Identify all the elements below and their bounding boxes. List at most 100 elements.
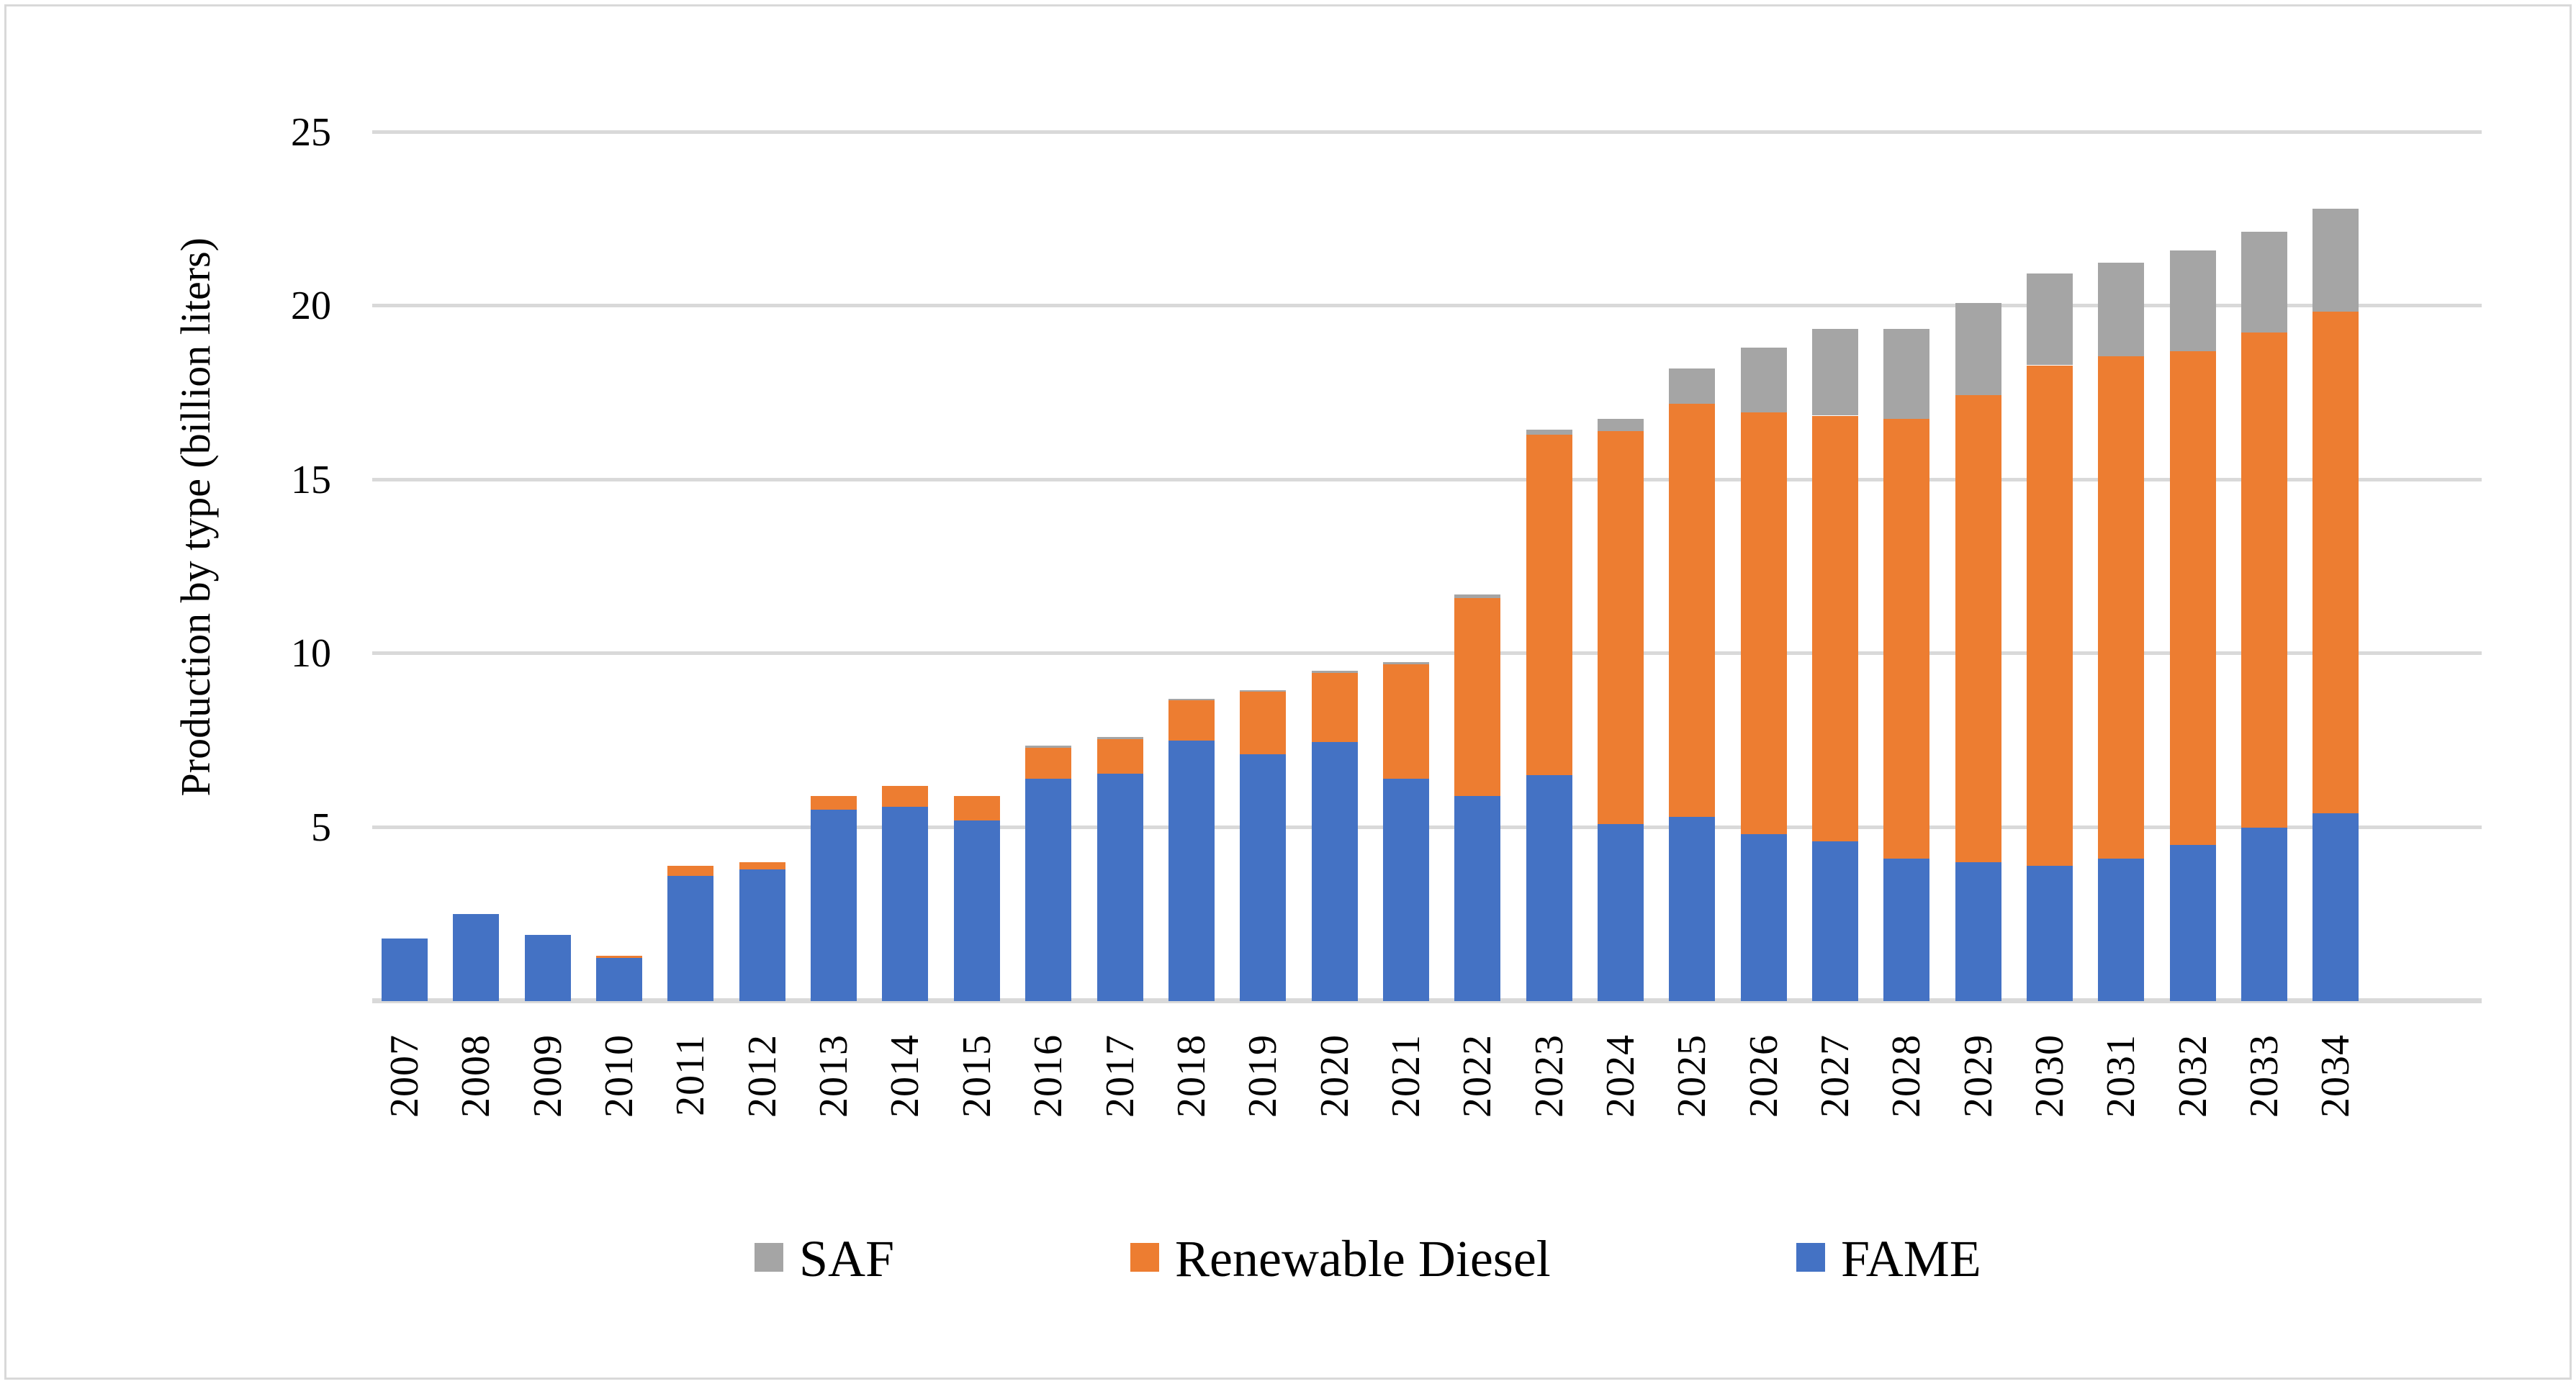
bar-2033-renewable-diesel bbox=[2241, 332, 2288, 828]
x-tick-2010: 2010 bbox=[597, 1034, 642, 1118]
legend-label-fame: FAME bbox=[1841, 1230, 1981, 1288]
x-tick-2028: 2028 bbox=[1884, 1034, 1929, 1118]
bar-2029-fame bbox=[1955, 861, 2001, 1001]
bar-2007-fame bbox=[382, 939, 428, 1001]
bar-2022-saf bbox=[1454, 594, 1501, 598]
bar-2010-fame bbox=[596, 957, 643, 1001]
x-tick-2025: 2025 bbox=[1670, 1034, 1715, 1118]
bar-2013-renewable-diesel bbox=[811, 796, 857, 810]
x-tick-2026: 2026 bbox=[1741, 1034, 1786, 1118]
bar-2024-renewable-diesel bbox=[1597, 431, 1644, 824]
bar-2021-renewable-diesel bbox=[1382, 664, 1429, 779]
gridline-20 bbox=[372, 304, 2482, 308]
plot-area bbox=[372, 130, 2482, 1003]
bar-2026-saf bbox=[1740, 348, 1787, 412]
x-tick-2031: 2031 bbox=[2099, 1034, 2144, 1118]
bar-2027-renewable-diesel bbox=[1812, 415, 1858, 841]
x-tick-2013: 2013 bbox=[811, 1034, 857, 1118]
bar-2031-renewable-diesel bbox=[2098, 356, 2145, 859]
bar-2031-fame bbox=[2098, 859, 2145, 1001]
legend-label-renewable-diesel: Renewable Diesel bbox=[1175, 1230, 1551, 1288]
x-tick-2014: 2014 bbox=[883, 1034, 928, 1118]
x-tick-2023: 2023 bbox=[1526, 1034, 1572, 1118]
x-tick-2019: 2019 bbox=[1240, 1034, 1286, 1118]
bar-2016-fame bbox=[1025, 779, 1072, 1001]
bar-2033-saf bbox=[2241, 231, 2288, 333]
bar-2009-fame bbox=[524, 935, 571, 1001]
bar-2020-fame bbox=[1311, 742, 1358, 1001]
legend-label-saf: SAF bbox=[799, 1230, 895, 1288]
bar-2026-fame bbox=[1740, 834, 1787, 1001]
bar-2020-renewable-diesel bbox=[1311, 672, 1358, 743]
bar-2016-renewable-diesel bbox=[1025, 747, 1072, 779]
bar-2025-renewable-diesel bbox=[1669, 403, 1716, 818]
bar-2021-saf bbox=[1382, 662, 1429, 664]
bar-2034-saf bbox=[2312, 209, 2359, 312]
bar-2023-renewable-diesel bbox=[1526, 435, 1572, 776]
x-tick-2034: 2034 bbox=[2313, 1034, 2359, 1118]
bar-2030-fame bbox=[2027, 865, 2073, 1001]
bar-2018-fame bbox=[1168, 740, 1215, 1001]
x-tick-2024: 2024 bbox=[1598, 1034, 1643, 1118]
bar-2012-renewable-diesel bbox=[739, 861, 785, 869]
bar-2024-saf bbox=[1597, 419, 1644, 432]
bar-2016-saf bbox=[1025, 746, 1072, 748]
bar-2015-fame bbox=[953, 820, 1000, 1001]
bar-2010-renewable-diesel bbox=[596, 956, 643, 958]
bar-2034-renewable-diesel bbox=[2312, 311, 2359, 814]
x-tick-2027: 2027 bbox=[1813, 1034, 1857, 1118]
gridline-15 bbox=[372, 477, 2482, 481]
x-tick-2016: 2016 bbox=[1026, 1034, 1071, 1118]
bar-2019-saf bbox=[1240, 689, 1287, 692]
bar-2019-renewable-diesel bbox=[1240, 692, 1287, 755]
gridline-10 bbox=[372, 651, 2482, 656]
x-tick-2011: 2011 bbox=[668, 1034, 713, 1116]
bar-2024-fame bbox=[1597, 823, 1644, 1001]
x-tick-2033: 2033 bbox=[2242, 1034, 2287, 1118]
gridline-25 bbox=[372, 130, 2482, 134]
x-tick-2007: 2007 bbox=[382, 1034, 427, 1118]
saf-color-swatch bbox=[755, 1243, 783, 1272]
bar-2028-saf bbox=[1883, 328, 1930, 420]
y-tick-15: 15 bbox=[291, 457, 331, 502]
bar-2027-fame bbox=[1812, 841, 1858, 1001]
fame-color-swatch bbox=[1796, 1243, 1825, 1272]
bar-2032-fame bbox=[2169, 844, 2216, 1001]
y-axis-title: Production by type (billion liters) bbox=[172, 238, 219, 797]
bar-2027-saf bbox=[1812, 328, 1858, 416]
bar-2029-saf bbox=[1955, 302, 2001, 395]
bar-2030-renewable-diesel bbox=[2027, 365, 2073, 866]
y-tick-25: 25 bbox=[291, 110, 331, 155]
bar-2022-renewable-diesel bbox=[1454, 597, 1501, 797]
x-tick-2009: 2009 bbox=[525, 1034, 570, 1118]
y-tick-5: 5 bbox=[311, 805, 331, 850]
bar-2018-renewable-diesel bbox=[1168, 700, 1215, 741]
x-tick-2030: 2030 bbox=[2027, 1034, 2073, 1118]
y-tick-10: 10 bbox=[291, 631, 331, 677]
bar-2033-fame bbox=[2241, 827, 2288, 1001]
x-tick-2008: 2008 bbox=[454, 1034, 499, 1118]
bar-2017-fame bbox=[1096, 773, 1143, 1001]
bar-2013-fame bbox=[811, 810, 857, 1001]
bar-2021-fame bbox=[1382, 779, 1429, 1001]
bar-2015-renewable-diesel bbox=[953, 796, 1000, 820]
bar-2017-renewable-diesel bbox=[1096, 738, 1143, 774]
bar-2025-fame bbox=[1669, 817, 1716, 1001]
x-tick-2022: 2022 bbox=[1455, 1034, 1500, 1118]
bar-2034-fame bbox=[2312, 813, 2359, 1001]
bar-2017-saf bbox=[1096, 737, 1143, 739]
bar-2026-renewable-diesel bbox=[1740, 412, 1787, 835]
bar-2018-saf bbox=[1168, 698, 1215, 701]
bar-2029-renewable-diesel bbox=[1955, 394, 2001, 862]
bar-2025-saf bbox=[1669, 368, 1716, 404]
bar-2032-renewable-diesel bbox=[2169, 351, 2216, 845]
bar-2011-fame bbox=[667, 876, 714, 1001]
bar-2028-renewable-diesel bbox=[1883, 419, 1930, 859]
bar-2031-saf bbox=[2098, 263, 2145, 357]
x-tick-2015: 2015 bbox=[954, 1034, 999, 1118]
bar-2028-fame bbox=[1883, 859, 1930, 1001]
bar-2019-fame bbox=[1240, 754, 1287, 1001]
bar-2014-renewable-diesel bbox=[882, 785, 929, 807]
x-tick-2018: 2018 bbox=[1168, 1034, 1214, 1118]
